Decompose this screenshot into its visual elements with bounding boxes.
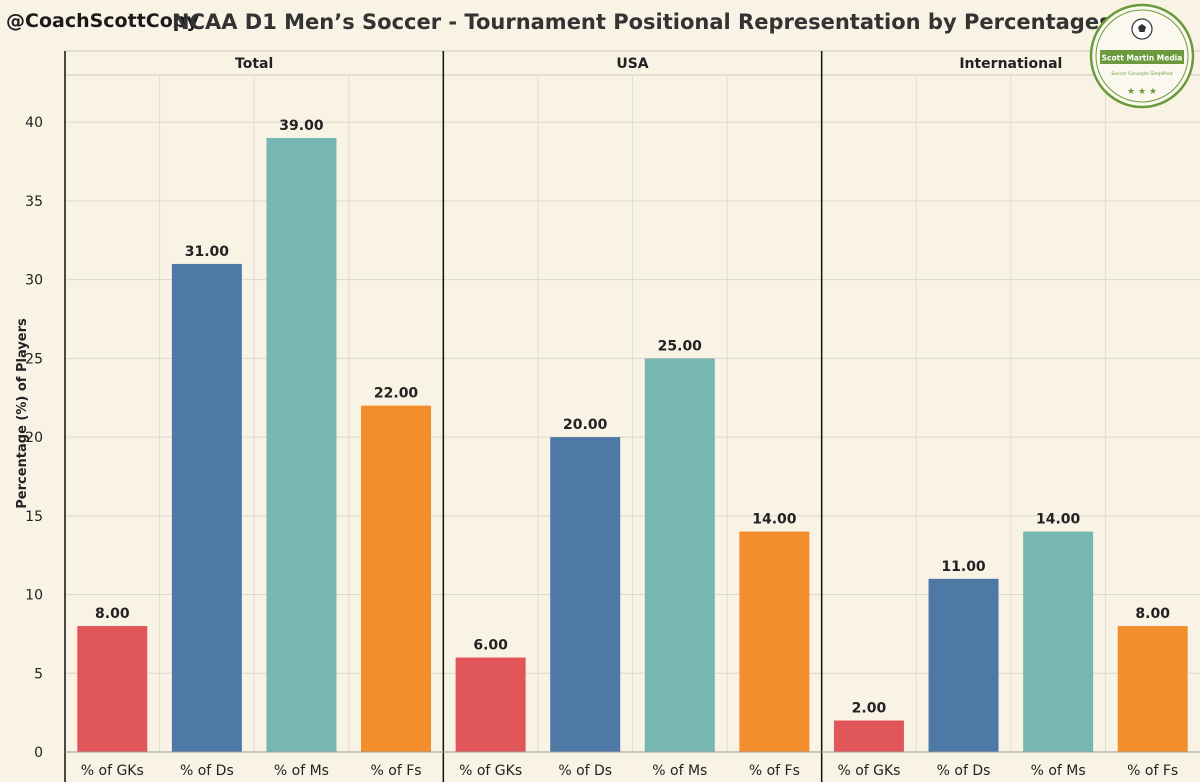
bar [455, 657, 526, 752]
data-label: 2.00 [852, 701, 887, 717]
x-tick-label: % of Fs [1127, 763, 1178, 779]
x-tick-label: % of Ms [274, 763, 329, 779]
bar [739, 531, 810, 752]
x-tick-label: % of Ms [1031, 763, 1086, 779]
bar [266, 137, 337, 752]
data-label: 6.00 [473, 638, 508, 654]
logo-tagline: Soccer Concepts Simplified [1111, 71, 1172, 77]
x-tick-label: % of Ds [558, 763, 612, 779]
y-tick-label: 35 [25, 194, 43, 210]
bar [928, 578, 999, 752]
y-tick-label: 15 [25, 509, 43, 525]
x-tick-label: % of Fs [749, 763, 800, 779]
data-label: 39.00 [279, 118, 324, 134]
bar [644, 358, 715, 752]
panel-header: Total [235, 56, 273, 72]
bar [77, 626, 148, 752]
panel-header: International [959, 56, 1062, 72]
data-label: 14.00 [1036, 512, 1081, 528]
y-tick-label: 10 [25, 588, 43, 604]
y-tick-label: 25 [25, 351, 43, 367]
y-tick-label: 0 [34, 745, 43, 761]
data-label: 8.00 [1135, 606, 1170, 622]
data-label: 14.00 [752, 512, 797, 528]
panel-header: USA [616, 56, 648, 72]
y-tick-label: 20 [25, 430, 43, 446]
y-axis-label: Percentage (%) of Players [15, 318, 30, 509]
data-label: 20.00 [563, 417, 608, 433]
author-handle: @CoachScottCopy [6, 10, 199, 32]
y-tick-label: 5 [34, 666, 43, 682]
bar [361, 405, 432, 752]
data-label: 11.00 [941, 559, 986, 575]
x-tick-label: % of GKs [459, 763, 522, 779]
y-tick-label: 30 [25, 273, 43, 289]
x-tick-label: % of Ds [937, 763, 991, 779]
x-tick-label: % of GKs [837, 763, 900, 779]
y-tick-label: 40 [25, 115, 43, 131]
logo-name: Scott Martin Media [1102, 54, 1183, 63]
bar [1023, 531, 1094, 752]
data-label: 22.00 [374, 386, 419, 402]
x-tick-label: % of Ms [652, 763, 707, 779]
brand-logo-icon: Scott Martin Media Soccer Concepts Simpl… [1089, 3, 1195, 109]
data-label: 25.00 [658, 338, 703, 354]
x-tick-label: % of Fs [371, 763, 422, 779]
x-tick-label: % of GKs [81, 763, 144, 779]
bar [833, 720, 904, 752]
chart-title: NCAA D1 Men’s Soccer - Tournament Positi… [172, 10, 1112, 34]
x-tick-label: % of Ds [180, 763, 234, 779]
data-label: 31.00 [185, 244, 230, 260]
bar [171, 263, 242, 752]
data-label: 8.00 [95, 606, 130, 622]
logo-stars: ★ ★ ★ [1127, 87, 1157, 97]
bar [550, 437, 621, 752]
bar [1117, 626, 1188, 752]
